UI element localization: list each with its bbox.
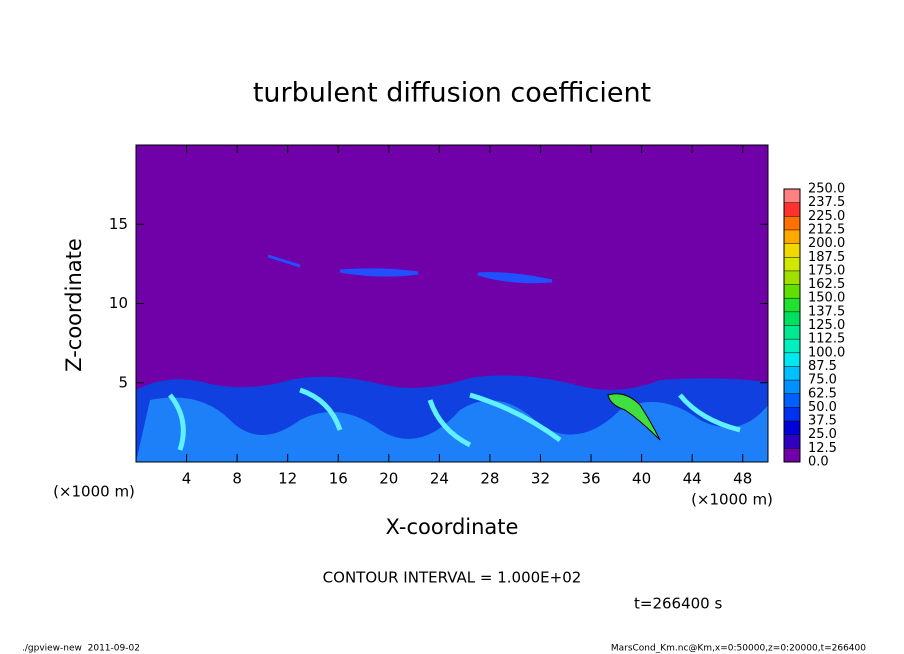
field-streak (168, 387, 741, 451)
x-tick-label: 28 (480, 470, 499, 488)
colorbar-label: 212.5 (808, 222, 845, 237)
footer-left: ./gpview-new 2011-09-02 (22, 644, 140, 654)
colorbar-segment (784, 270, 800, 285)
colorbar-segment (784, 407, 800, 422)
y-tick-label: 5 (118, 373, 128, 391)
colorbar-label: 0.0 (808, 455, 829, 470)
colorbar-segment (784, 380, 800, 394)
colorbar-segment (784, 189, 800, 203)
x-tick-label: 40 (632, 470, 651, 488)
x-tick-label: 4 (182, 470, 192, 488)
colorbar-label: 250.0 (808, 182, 845, 197)
colorbar-label: 100.0 (808, 345, 845, 360)
x-tick-label: 44 (683, 470, 702, 488)
x-tick-label: 24 (430, 470, 449, 488)
colorbar-segment (784, 434, 800, 449)
colorbar-label: 12.5 (808, 441, 837, 456)
colorbar-label: 225.0 (808, 209, 845, 224)
colorbar-label: 112.5 (808, 332, 845, 347)
x-axis-label: X-coordinate (386, 515, 519, 539)
x-tick-label: 36 (581, 470, 600, 488)
colorbar-label: 200.0 (808, 236, 845, 251)
x-tick-label: 8 (232, 470, 242, 488)
colorbar-segment (784, 366, 800, 381)
colorbar-segment (784, 229, 800, 244)
x-unit-label: (×1000 m) (691, 491, 773, 509)
colorbar-label: 175.0 (808, 263, 845, 278)
time-label: t=266400 s (634, 595, 722, 613)
colorbar-label: 137.5 (808, 304, 845, 319)
x-tick-label: 48 (733, 470, 752, 488)
footer-right: MarsCond_Km.nc@Km,x=0:50000,z=0:20000,t=… (611, 644, 866, 654)
colorbar-segment (784, 393, 800, 408)
field-streak (267, 254, 553, 284)
colorbar-segment (784, 216, 800, 230)
colorbar-segment (784, 298, 800, 312)
x-tick-label: 16 (329, 470, 348, 488)
colorbar-label: 50.0 (808, 400, 837, 415)
field-blob (607, 393, 661, 441)
y-axis-label: Z-coordinate (62, 238, 86, 372)
chart-title: turbulent diffusion coefficient (253, 78, 651, 109)
x-tick-label: 32 (531, 470, 550, 488)
field (136, 145, 768, 462)
x-tick-label: 12 (278, 470, 297, 488)
colorbar-label: 87.5 (808, 359, 837, 374)
colorbar-label: 62.5 (808, 386, 837, 401)
colorbar-label: 150.0 (808, 291, 845, 306)
colorbar-segment (784, 257, 800, 271)
colorbar-label: 125.0 (808, 318, 845, 333)
colorbar-segment (784, 352, 800, 367)
colorbar-label: 162.5 (808, 277, 845, 292)
colorbar-segment (784, 448, 800, 462)
x-tick-label: 20 (379, 470, 398, 488)
colorbar-segment (784, 202, 800, 217)
y-unit-label: (×1000 m) (53, 483, 135, 501)
colorbar-segment (784, 243, 800, 258)
colorbar-label: 25.0 (808, 427, 837, 442)
colorbar-segment (784, 339, 800, 353)
colorbar-segment (784, 325, 800, 340)
colorbar-label: 187.5 (808, 250, 845, 265)
colorbar-segment (784, 284, 800, 299)
colorbar-label: 75.0 (808, 373, 837, 388)
y-tick-label: 15 (109, 215, 128, 233)
colorbar-label: 37.5 (808, 414, 837, 429)
annotation: CONTOUR INTERVAL = 1.000E+02 (323, 569, 582, 587)
colorbar-label: 237.5 (808, 195, 845, 210)
colorbar-segment (784, 311, 800, 326)
field-band (136, 397, 768, 462)
y-tick-label: 10 (109, 294, 128, 312)
colorbar-segment (784, 421, 800, 435)
